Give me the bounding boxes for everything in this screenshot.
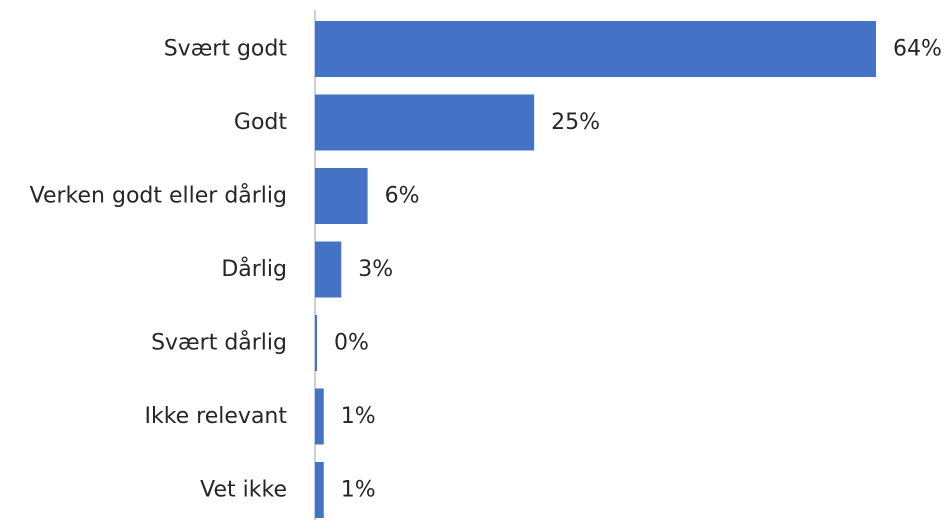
- value-label-svaert-godt: 64%: [893, 37, 942, 62]
- value-label-svaert-darlig: 0%: [334, 331, 369, 356]
- bar-svaert-darlig: [315, 315, 317, 371]
- bar-godt: [315, 94, 535, 151]
- bar-svaert-godt: [315, 21, 876, 77]
- value-label-verken-godt-eller-darlig: 6%: [385, 184, 420, 209]
- value-label-godt: 25%: [551, 110, 600, 135]
- value-label-ikke-relevant: 1%: [341, 404, 376, 429]
- category-label-svaert-darlig: Svært dårlig: [151, 330, 287, 356]
- category-label-vet-ikke: Vet ikke: [200, 478, 287, 503]
- value-label-vet-ikke: 1%: [341, 478, 376, 503]
- bar-verken-godt-eller-darlig: [315, 168, 368, 224]
- bar-vet-ikke: [315, 462, 324, 518]
- category-label-verken-godt-eller-darlig: Verken godt eller dårlig: [30, 183, 287, 209]
- category-label-svaert-godt: Svært godt: [164, 37, 288, 62]
- category-label-ikke-relevant: Ikke relevant: [144, 404, 287, 429]
- category-labels-group: Svært godt Godt Verken godt eller dårlig Då…: [30, 37, 288, 503]
- value-labels-group: 64% 25% 6% 3% 0% 1% 1%: [334, 37, 942, 503]
- bar-ikke-relevant: [315, 388, 324, 445]
- value-label-darlig: 3%: [358, 257, 393, 282]
- category-label-darlig: Dårlig: [221, 256, 287, 282]
- category-label-godt: Godt: [234, 110, 287, 135]
- bar-darlig: [315, 241, 342, 298]
- bars-group: [315, 21, 876, 518]
